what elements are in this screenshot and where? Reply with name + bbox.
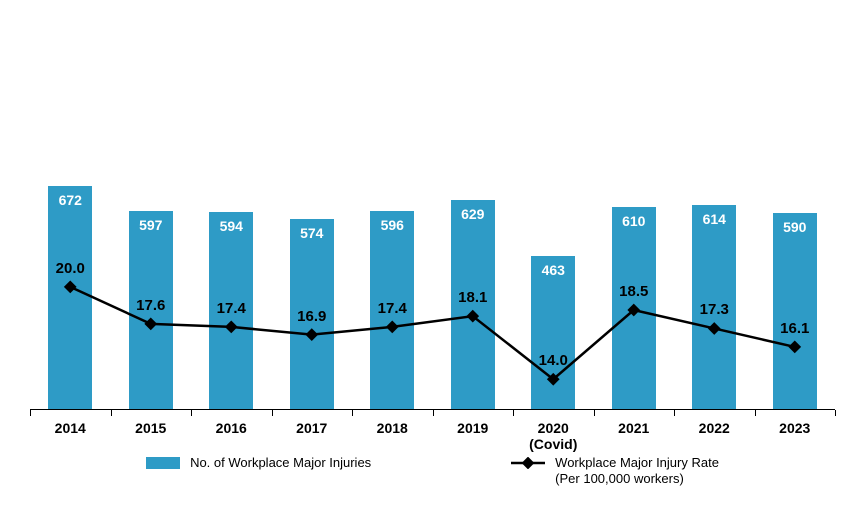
x-tick-mark (835, 410, 836, 416)
x-tick-label: 2017 (296, 410, 327, 436)
x-tick-label: 2016 (216, 410, 247, 436)
x-tick-mark (191, 410, 192, 416)
x-tick-mark (513, 410, 514, 416)
legend-swatch-line (511, 457, 545, 469)
x-tick-label: 2015 (135, 410, 166, 436)
x-tick-label: 2023 (779, 410, 810, 436)
x-tick-label: 2022 (699, 410, 730, 436)
x-tick-mark (30, 410, 31, 416)
x-tick-mark (352, 410, 353, 416)
x-tick-mark (674, 410, 675, 416)
x-tick-label: 2018 (377, 410, 408, 436)
legend-label-bars: No. of Workplace Major Injuries (190, 455, 371, 471)
x-tick-label: 2020 (Covid) (529, 410, 577, 452)
legend-item-bars: No. of Workplace Major Injuries (146, 455, 371, 488)
x-tick-label: 2019 (457, 410, 488, 436)
x-tick-mark (755, 410, 756, 416)
x-tick-mark (594, 410, 595, 416)
legend: No. of Workplace Major Injuries Workplac… (30, 455, 835, 488)
legend-item-line: Workplace Major Injury Rate (Per 100,000… (511, 455, 719, 488)
plot-area: 672597594574596629463610614590 20.017.61… (30, 10, 835, 410)
x-tick-mark (111, 410, 112, 416)
x-tick-label: 2014 (55, 410, 86, 436)
legend-line-icon (511, 457, 545, 469)
x-tick-mark (272, 410, 273, 416)
legend-swatch-bar (146, 457, 180, 469)
axis-layer: 2014201520162017201820192020 (Covid)2021… (30, 10, 835, 410)
x-tick-label: 2021 (618, 410, 649, 436)
legend-label-line: Workplace Major Injury Rate (Per 100,000… (555, 455, 719, 488)
x-tick-mark (433, 410, 434, 416)
chart-container: 672597594574596629463610614590 20.017.61… (0, 0, 865, 508)
